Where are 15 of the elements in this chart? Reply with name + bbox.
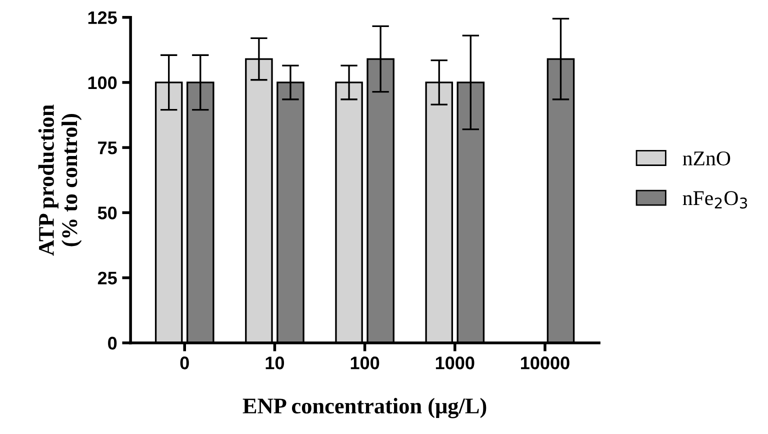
legend-label: nFe$_{2}$O$_{3}$ (682, 191, 748, 209)
x-tick-label: 10 (266, 356, 284, 370)
x-tick-label: 0 (180, 356, 189, 370)
y-tick-label: 100 (88, 76, 117, 90)
y-tick-label: 25 (98, 272, 117, 284)
x-tick-label: 10000 (521, 356, 570, 370)
legend-label: nZnO (682, 151, 730, 166)
x-axis-title: ENP concentration (μg/L) (242, 398, 486, 418)
x-tick-label: 1000 (436, 356, 474, 370)
x-tick-label: 100 (350, 356, 380, 370)
y-tick-label: 125 (88, 11, 117, 24)
y-tick-label: 0 (108, 336, 117, 350)
y-tick-label: 75 (98, 142, 117, 154)
y-tick-label: 50 (98, 206, 117, 220)
y-axis-title: ATP production (% to control) (38, 104, 82, 256)
